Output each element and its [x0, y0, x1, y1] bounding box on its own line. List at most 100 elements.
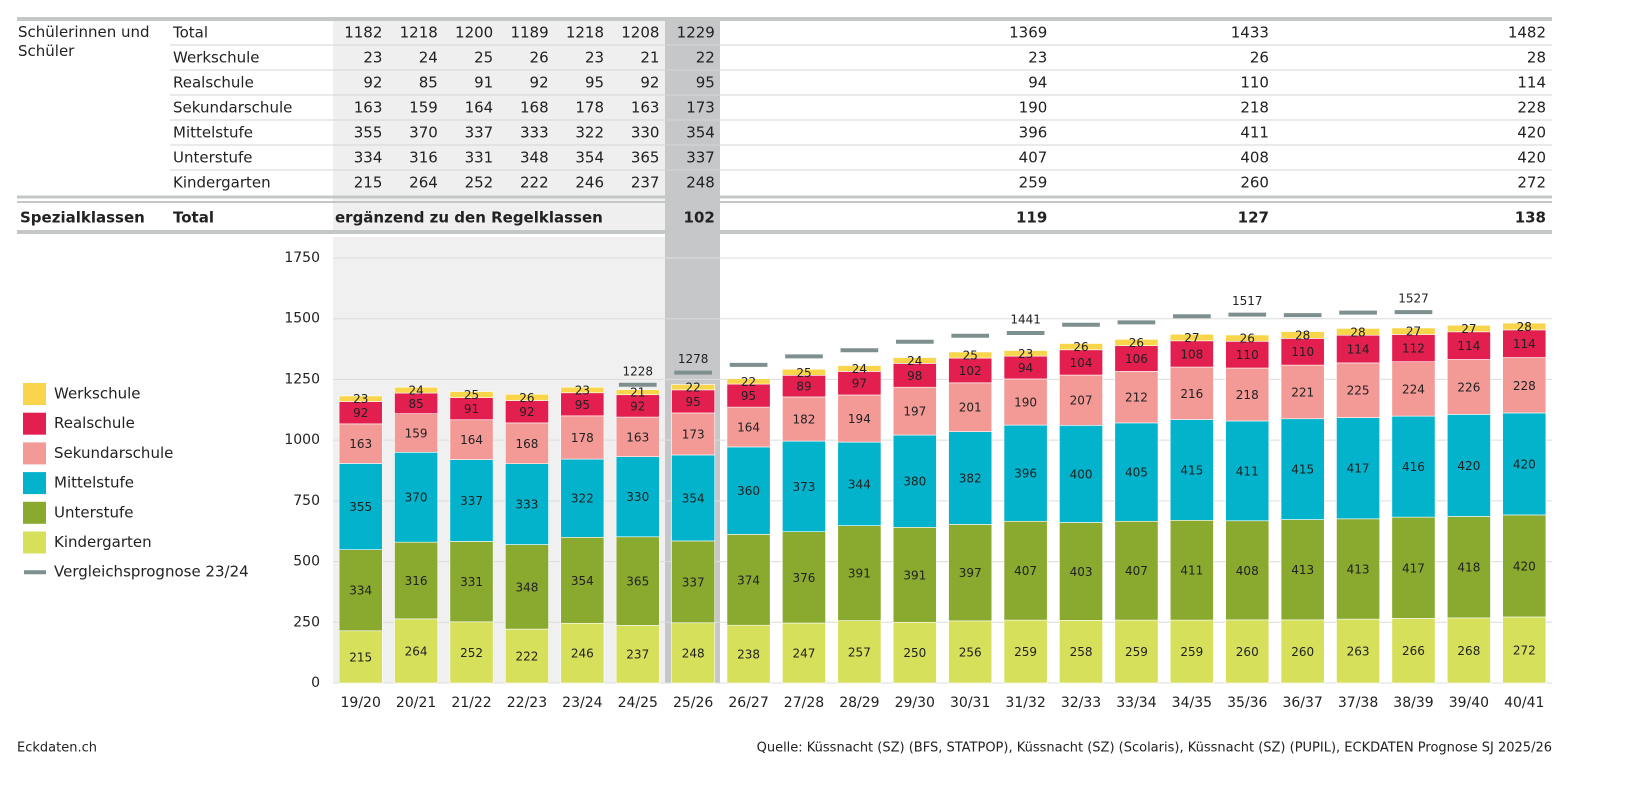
segment-label: 360 [737, 484, 760, 498]
row-label: Total [172, 24, 208, 42]
table-cell: 316 [409, 149, 438, 167]
segment-label: 413 [1291, 563, 1314, 577]
table-cell: 354 [686, 124, 715, 142]
table-cell: 370 [409, 124, 438, 142]
bar-segment [948, 351, 993, 359]
legend-swatch [23, 531, 46, 554]
bar-segment [948, 431, 993, 525]
segment-label: 91 [464, 402, 479, 416]
x-tick-label: 26/27 [728, 695, 768, 711]
bar-segment [1114, 520, 1159, 621]
table-cell: 190 [1019, 99, 1048, 117]
segment-label: 226 [1457, 380, 1480, 394]
table-cell: 420 [1517, 149, 1546, 167]
bar-segment [892, 357, 937, 364]
x-tick-label: 29/30 [895, 695, 935, 711]
table-cell: 330 [631, 124, 660, 142]
segment-label: 190 [1014, 396, 1037, 410]
segment-label: 250 [903, 646, 926, 660]
bar-segment [560, 386, 605, 394]
table-cell: 163 [354, 99, 383, 117]
table-cell: 259 [1019, 174, 1048, 192]
table-cell: 26 [1250, 49, 1269, 67]
segment-label: 94 [1018, 361, 1033, 375]
bar-segment [505, 544, 549, 630]
bar-segment [1114, 371, 1159, 424]
segment-label: 25 [963, 349, 978, 363]
segment-label: 85 [408, 397, 423, 411]
bar-segment [1446, 516, 1491, 619]
bar-segment [1169, 333, 1214, 342]
bar-segment [1502, 616, 1547, 684]
legend-label: Mittelstufe [54, 474, 134, 492]
bar-segment [837, 620, 882, 684]
table-cell: 1189 [510, 24, 548, 42]
segment-label: 110 [1291, 345, 1314, 359]
segment-label: 396 [1014, 467, 1037, 481]
segment-label: 403 [1070, 565, 1093, 579]
segment-label: 27 [1184, 331, 1199, 345]
bar-segment [1169, 340, 1214, 368]
legend-label: Sekundarschule [54, 444, 173, 462]
segment-label: 258 [1070, 645, 1093, 659]
segment-label: 168 [515, 437, 538, 451]
segment-label: 370 [405, 491, 428, 505]
forecast-label: 1228 [622, 364, 653, 378]
table-cell: 23 [363, 49, 382, 67]
segment-label: 407 [1125, 564, 1148, 578]
table-cell: 24 [419, 49, 438, 67]
segment-label: 27 [1461, 322, 1476, 336]
segment-label: 225 [1347, 384, 1370, 398]
segment-label: 163 [349, 437, 372, 451]
bar-segment [1391, 334, 1436, 363]
x-tick-label: 31/32 [1005, 695, 1045, 711]
segment-label: 22 [741, 375, 756, 389]
table-cell: 1482 [1508, 24, 1546, 42]
segment-label: 25 [464, 388, 479, 402]
segment-label: 416 [1402, 460, 1425, 474]
segment-label: 272 [1513, 643, 1536, 657]
segment-label: 178 [571, 431, 594, 445]
segment-label: 24 [907, 354, 922, 368]
table-cell: 246 [575, 174, 604, 192]
y-tick-label: 500 [293, 554, 320, 570]
bar-segment [892, 434, 937, 528]
legend-swatch [23, 383, 46, 405]
segment-label: 248 [682, 646, 705, 660]
table-cell: 23 [585, 49, 604, 67]
bar-segment [1003, 378, 1048, 426]
row-label: Sekundarschule [173, 99, 292, 117]
segment-label: 95 [575, 398, 590, 412]
legend-label: Realschule [54, 414, 135, 432]
segment-label: 212 [1125, 391, 1148, 405]
segment-label: 391 [848, 567, 871, 581]
bar-segment [1280, 619, 1325, 684]
special-cell: 127 [1238, 209, 1269, 227]
segment-label: 316 [405, 574, 428, 588]
segment-label: 23 [353, 392, 368, 406]
y-tick-label: 1500 [284, 311, 320, 327]
segment-label: 216 [1180, 387, 1203, 401]
segment-label: 173 [682, 427, 705, 441]
segment-label: 114 [1513, 337, 1536, 351]
segment-label: 92 [353, 406, 368, 420]
segment-label: 218 [1236, 388, 1259, 402]
bar-segment [671, 622, 716, 684]
bar-segment [1169, 366, 1214, 420]
segment-label: 21 [630, 386, 645, 400]
x-tick-label: 24/25 [618, 695, 658, 711]
bar-segment [1446, 617, 1491, 684]
table-cell: 348 [520, 149, 549, 167]
table-cell: 1182 [344, 24, 382, 42]
segment-label: 256 [959, 645, 982, 659]
bar-segment [1391, 516, 1436, 619]
table-cell: 25 [474, 49, 493, 67]
bar-segment [505, 463, 549, 545]
segment-label: 397 [959, 566, 982, 580]
segment-label: 344 [848, 477, 871, 491]
bar-segment [1225, 367, 1270, 422]
special-cell: 138 [1515, 209, 1546, 227]
bar-segment [1225, 334, 1270, 342]
table-cell: 1369 [1009, 24, 1047, 42]
legend-label: Kindergarten [54, 533, 152, 551]
